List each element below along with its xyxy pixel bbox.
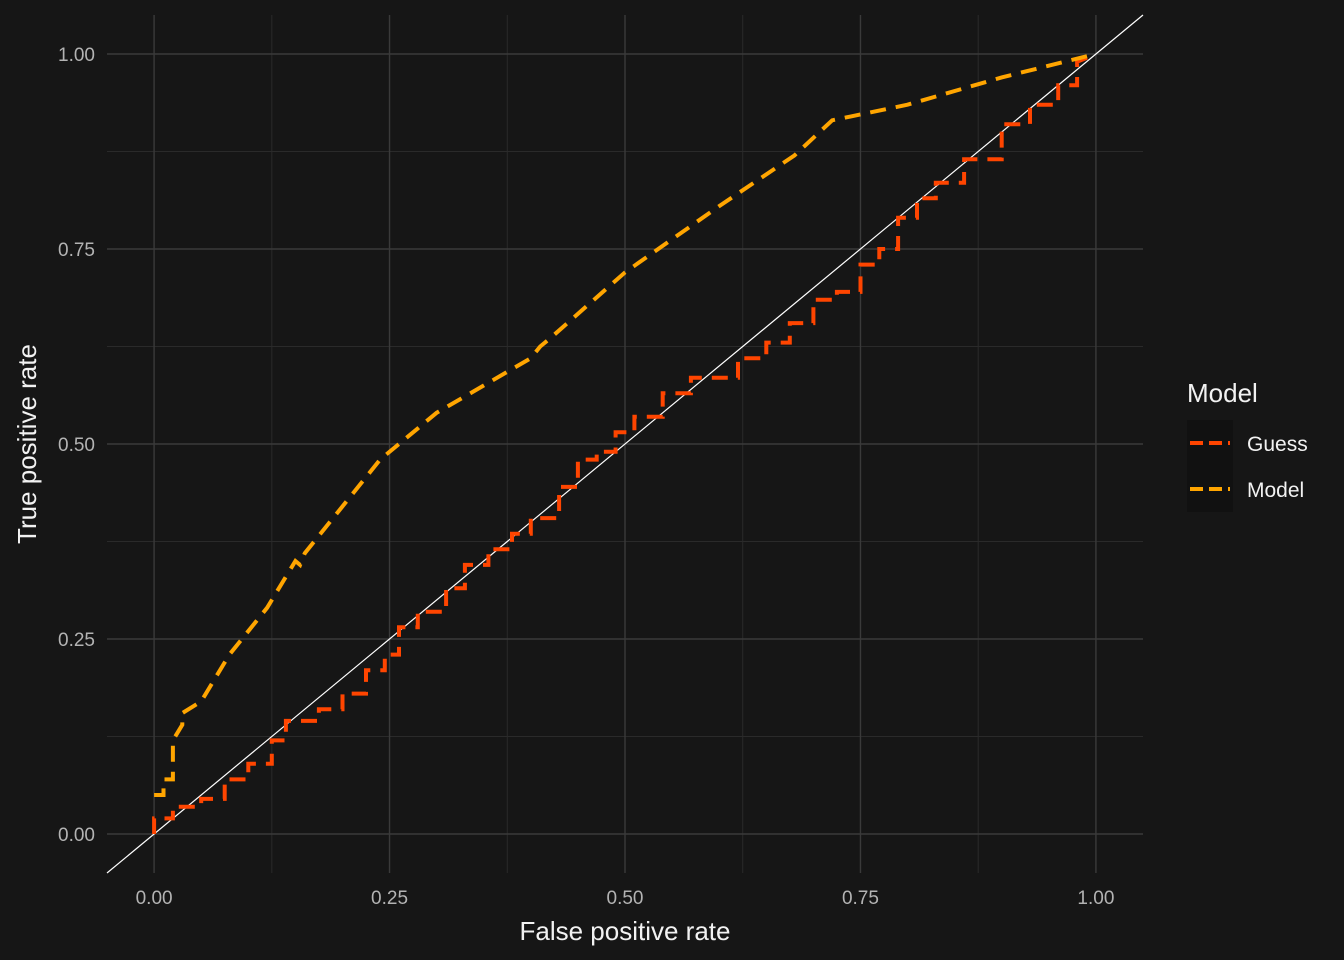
y-axis-title: True positive rate xyxy=(12,344,42,544)
x-axis-title: False positive rate xyxy=(520,916,731,946)
x-tick-label: 0.50 xyxy=(607,888,644,909)
legend-title: Model xyxy=(1187,378,1258,408)
x-tick-label: 0.75 xyxy=(842,888,879,909)
series-lines xyxy=(152,52,1097,834)
series-line-guess xyxy=(152,52,1097,834)
series-line-model xyxy=(154,52,1097,797)
y-tick-label: 0.50 xyxy=(58,435,95,456)
x-tick-label: 0.00 xyxy=(136,888,173,909)
y-tick-label: 0.75 xyxy=(58,240,95,261)
legend-label-guess: Guess xyxy=(1247,433,1308,456)
y-tick-label: 0.00 xyxy=(58,825,95,846)
y-axis-tick-labels: 0.00 0.25 0.50 0.75 1.00 xyxy=(58,45,95,846)
legend-label-model: Model xyxy=(1247,479,1304,502)
x-tick-label: 1.00 xyxy=(1077,888,1114,909)
x-tick-label: 0.25 xyxy=(371,888,408,909)
legend: Model Guess Model xyxy=(1187,378,1308,512)
x-axis-tick-labels: 0.00 0.25 0.50 0.75 1.00 xyxy=(136,888,1115,909)
y-tick-label: 1.00 xyxy=(58,45,95,66)
y-tick-label: 0.25 xyxy=(58,630,95,651)
